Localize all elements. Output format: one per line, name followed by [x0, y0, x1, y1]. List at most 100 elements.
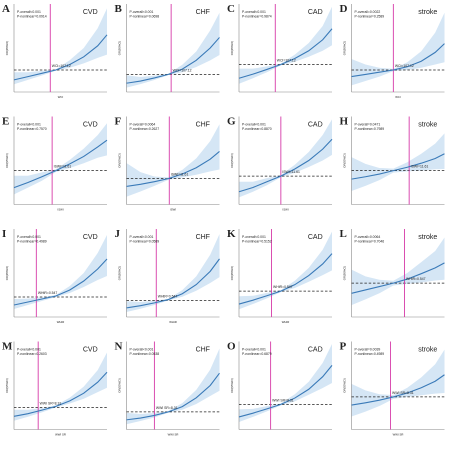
y-axis-label: OR(95%CI) [118, 41, 122, 56]
panel-letter: N [115, 341, 123, 353]
y-axis-label: OR(95%CI) [118, 266, 122, 281]
p-value-text: P-overall=0.0022 [355, 10, 381, 14]
p-value-text: P-nonlinear=0.2603 [17, 352, 47, 356]
p-value-text: P-nonlinear=0.9874 [242, 15, 272, 19]
y-axis-label: OR(95%CI) [343, 153, 347, 168]
p-value-text: P-nonlinear=0.7046 [355, 240, 385, 244]
panel-letter: P [340, 341, 347, 353]
confidence-band [239, 119, 332, 198]
outcome-title: CAD [308, 9, 323, 16]
x-axis-label: ISWI [57, 208, 63, 212]
p-value-text: P-overall<0.001 [17, 348, 41, 352]
confidence-band [126, 12, 220, 88]
y-axis-label: OR(95%CI) [230, 153, 234, 168]
p-value-text: P-overall<0.001 [17, 123, 41, 127]
p-value-text: P-overall<0.001 [242, 10, 266, 14]
outcome-title: stroke [418, 9, 437, 16]
p-value-text: P-nonlinear=0.5152 [242, 240, 272, 244]
spline-line [351, 262, 445, 294]
panel-letter: I [2, 228, 6, 240]
y-axis-label: OR(95%CI) [118, 378, 122, 393]
confidence-band [14, 235, 107, 309]
x-axis-label: WWI SR [393, 433, 404, 437]
y-axis-label: OR(95%CI) [5, 378, 9, 393]
p-value-text: P-nonlinear=0.0538 [130, 352, 160, 356]
spline-line [13, 258, 108, 306]
p-value-text: P-overall=0.0064 [355, 235, 381, 239]
spline-line [126, 37, 220, 84]
spline-line [351, 43, 445, 78]
confidence-band [126, 233, 220, 313]
confidence-band [126, 348, 220, 425]
confidence-band [351, 349, 445, 417]
x-axis-label: WCI [395, 95, 401, 99]
p-value-text: P-overall=0.0471 [355, 123, 381, 127]
outcome-title: CVD [83, 122, 98, 129]
panel-letter: G [227, 116, 236, 128]
spline-line [13, 371, 108, 417]
spline-line [238, 253, 333, 305]
panel-letter: B [115, 3, 123, 15]
p-value-text: P-nonlinear=0.0698 [130, 15, 160, 19]
confidence-band [351, 133, 445, 191]
confidence-band [14, 123, 107, 195]
x-axis-label: WWI SR [168, 433, 179, 437]
confidence-band [126, 124, 220, 197]
outcome-title: CHF [196, 234, 210, 241]
outcome-title: CVD [83, 234, 98, 241]
panel-letter: H [340, 116, 349, 128]
y-axis-label: OR(95%CI) [118, 153, 122, 168]
reference-label: WHtR=0.547 [406, 277, 426, 281]
spline-line [351, 374, 445, 406]
p-value-text: P-nonlinear=0.4989 [355, 352, 385, 356]
x-axis-label: WHtR [282, 320, 289, 324]
y-axis-label: OR(95%CI) [343, 41, 347, 56]
confidence-band [351, 237, 445, 306]
confidence-band [14, 352, 107, 421]
panel-letter: F [115, 116, 122, 128]
y-axis-label: OR(95%CI) [5, 266, 9, 281]
y-axis-label: OR(95%CI) [5, 153, 9, 168]
panel-letter: M [2, 341, 13, 353]
confidence-band [14, 8, 107, 85]
spline-line [238, 28, 333, 79]
x-axis-label: ISWI [282, 208, 288, 212]
outcome-title: CVD [83, 347, 98, 354]
spline-line [126, 258, 220, 309]
spline-line [351, 153, 445, 180]
outcome-title: CHF [196, 9, 210, 16]
reference-label: WWI SR=8.31 [156, 406, 178, 410]
p-value-text: P-overall<0.001 [130, 235, 154, 239]
reference-label: WHtR=0.547 [38, 291, 58, 295]
outcome-title: stroke [418, 122, 437, 129]
spline-line [126, 372, 220, 421]
panel-letter: E [2, 116, 9, 128]
p-value-text: P-nonlinear=0.7989 [355, 127, 385, 131]
confidence-band [351, 12, 445, 86]
panel-letter: A [2, 3, 10, 15]
reference-label: WCI=107.12 [395, 64, 414, 68]
outcome-title: CAD [308, 347, 323, 354]
spline-line [238, 365, 333, 418]
p-value-text: P-nonlinear=0.0914 [17, 15, 47, 19]
outcome-title: stroke [418, 234, 437, 241]
x-axis-label: WHtR [57, 320, 64, 324]
p-value-text: P-nonlinear=0.4989 [17, 240, 47, 244]
x-axis-label: WCI [58, 95, 64, 99]
reference-label: WCI=107.12 [173, 68, 192, 72]
outcome-title: stroke [418, 347, 437, 354]
reference-label: WHtR=0.547 [273, 285, 293, 289]
reference-label: WHtR=0.547 [158, 294, 178, 298]
y-axis-label: OR(95%CI) [343, 378, 347, 393]
panel-letter: K [227, 228, 236, 240]
